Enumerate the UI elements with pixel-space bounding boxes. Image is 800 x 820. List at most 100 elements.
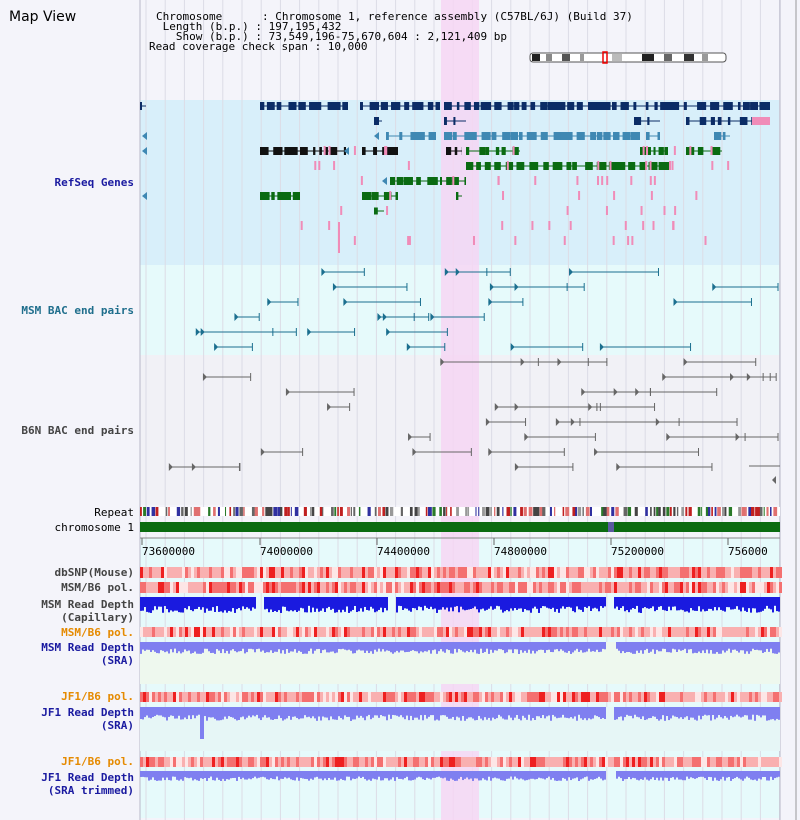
- repeat-element: [611, 507, 615, 516]
- polymorphism-cell: [239, 757, 242, 767]
- depth-bar: [678, 642, 680, 650]
- repeat-element: [603, 507, 607, 516]
- gene-tick: [624, 221, 627, 230]
- polymorphism-cell: [182, 692, 185, 702]
- polymorphism-cell: [737, 582, 740, 593]
- depth-bar: [514, 771, 516, 777]
- depth-bar: [304, 642, 306, 654]
- polymorphism-cell: [695, 627, 698, 637]
- polymorphism-cell: [164, 627, 167, 637]
- polymorphism-cell: [716, 567, 719, 578]
- polymorphism-cell: [458, 582, 461, 593]
- polymorphism-cell: [170, 567, 173, 578]
- polymorphism-cell: [563, 692, 566, 702]
- depth-bar: [772, 597, 774, 613]
- depth-bar: [532, 771, 534, 779]
- polymorphism-cell: [503, 757, 506, 767]
- polymorphism-cell: [485, 567, 488, 578]
- polymorphism-cell: [398, 567, 401, 578]
- polymorphism-cell: [512, 582, 515, 593]
- gene-exon: [556, 102, 566, 110]
- gene-exon: [585, 162, 593, 170]
- polymorphism-cell: [182, 582, 185, 593]
- depth-bar: [692, 642, 694, 654]
- polymorphism-cell: [410, 627, 413, 637]
- track-label-dbsnp[interactable]: dbSNP(Mouse): [54, 566, 134, 579]
- depth-bar: [732, 707, 734, 718]
- gene-tick: [389, 191, 392, 200]
- depth-bar: [200, 597, 202, 610]
- repeat-element: [656, 507, 659, 516]
- repeat-element: [572, 507, 577, 516]
- polymorphism-cell: [569, 692, 572, 702]
- depth-bar: [588, 707, 590, 719]
- track-label-jf1-b6-pol-1[interactable]: JF1/B6 pol.: [61, 690, 134, 703]
- depth-bar: [632, 707, 634, 719]
- gene-exon: [260, 192, 270, 200]
- depth-bar: [156, 707, 158, 715]
- track-label-msm-depth-cap[interactable]: MSM Read Depth: [41, 598, 134, 611]
- polymorphism-cell: [560, 627, 563, 637]
- repeat-element: [738, 507, 741, 516]
- polymorphism-cell: [329, 757, 332, 767]
- depth-bar: [384, 707, 386, 717]
- polymorphism-cell: [728, 692, 731, 702]
- track-label-refseq[interactable]: RefSeq Genes: [54, 176, 134, 189]
- track-label-msm-b6-pol-1[interactable]: MSM/B6 pol.: [61, 581, 134, 594]
- polymorphism-cell: [461, 757, 464, 767]
- depth-bar: [284, 707, 286, 720]
- depth-bar: [712, 642, 714, 654]
- depth-bar: [752, 597, 754, 609]
- polymorphism-cell: [140, 582, 143, 593]
- track-label-jf1-depth-sra[interactable]: JF1 Read Depth: [41, 706, 134, 719]
- track-label-jf1-depth-trim[interactable]: JF1 Read Depth: [41, 771, 134, 784]
- depth-bar: [754, 707, 756, 721]
- gene-exon: [615, 162, 626, 170]
- polymorphism-cell: [341, 627, 344, 637]
- polymorphism-cell: [293, 627, 296, 637]
- polymorphism-cell: [659, 627, 662, 637]
- depth-bar: [370, 597, 372, 607]
- depth-bar: [766, 597, 768, 606]
- gene-tick: [323, 146, 326, 155]
- depth-bar: [462, 642, 464, 652]
- track-label-msm-bac[interactable]: MSM BAC end pairs: [21, 304, 134, 317]
- depth-bar: [438, 642, 440, 652]
- depth-bar: [746, 597, 748, 612]
- gene-exon: [697, 102, 707, 110]
- polymorphism-cell: [371, 757, 374, 767]
- depth-bar: [748, 707, 750, 720]
- depth-bar: [768, 642, 770, 652]
- gene-exon: [452, 132, 457, 140]
- polymorphism-cell: [293, 567, 296, 578]
- depth-bar: [172, 771, 174, 777]
- polymorphism-cell: [341, 567, 344, 578]
- depth-bar: [590, 707, 592, 720]
- polymorphism-cell: [590, 582, 593, 593]
- depth-bar: [404, 707, 406, 720]
- polymorphism-cell: [191, 567, 194, 578]
- polymorphism-cell: [242, 567, 245, 578]
- depth-bar: [666, 597, 668, 612]
- depth-bar: [452, 597, 454, 612]
- depth-bar: [374, 771, 376, 780]
- track-label-msm-b6-pol-2[interactable]: MSM/B6 pol.: [61, 626, 134, 639]
- depth-bar: [404, 597, 406, 609]
- track-label-chromosome[interactable]: chromosome 1: [54, 521, 134, 534]
- depth-bar: [470, 642, 472, 650]
- depth-bar: [180, 707, 182, 720]
- track-label-b6n-bac[interactable]: B6N BAC end pairs: [21, 424, 134, 437]
- repeat-element: [475, 507, 477, 516]
- track-label-msm-depth-sra[interactable]: MSM Read Depth: [41, 641, 134, 654]
- gene-tick: [328, 146, 331, 155]
- track-label-jf1-b6-pol-2[interactable]: JF1/B6 pol.: [61, 755, 134, 768]
- polymorphism-cell: [182, 567, 185, 578]
- depth-bar: [556, 642, 558, 650]
- depth-bar: [202, 771, 204, 779]
- depth-bar: [442, 642, 444, 652]
- polymorphism-cell: [149, 567, 152, 578]
- track-label-repeat[interactable]: Repeat: [94, 506, 134, 519]
- polymorphism-cell: [623, 757, 626, 767]
- depth-bar: [264, 771, 266, 778]
